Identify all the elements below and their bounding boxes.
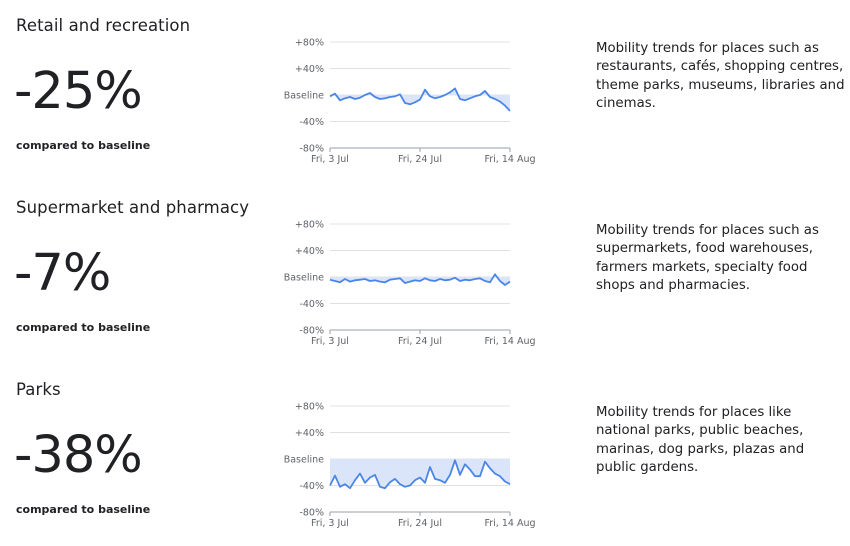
trend-chart: +80% +40% Baseline -40% -80%Fri, 3 Jul Fri, 2… xyxy=(284,220,536,348)
category-description: Mobility trends for places like national… xyxy=(596,405,805,475)
trend-chart: +80% +40% Baseline -40% -80%Fri, 3 Jul Fri, 2… xyxy=(284,38,536,166)
category-description: Mobility trends for places such as resta… xyxy=(596,41,845,111)
y-tick-label: -40% xyxy=(299,117,324,128)
x-tick-label: Fri, 14 Aug xyxy=(484,336,535,347)
section-parks: Parks -38% compared to baseline +80% +40%… xyxy=(0,364,850,546)
y-tick-label: Baseline xyxy=(284,91,324,102)
y-tick-label: -40% xyxy=(299,481,324,492)
trend-chart: +80% +40% Baseline -40% -80%Fri, 3 Jul Fri, 2… xyxy=(284,402,536,530)
y-tick-label: +40% xyxy=(295,246,324,257)
x-tick-label: Fri, 24 Jul xyxy=(398,154,442,165)
y-tick-label: Baseline xyxy=(284,455,324,466)
trend-line xyxy=(329,273,511,286)
x-tick-label: Fri, 3 Jul xyxy=(311,518,349,529)
y-tick-label: -80% xyxy=(299,144,324,155)
y-tick-label: +40% xyxy=(295,64,324,75)
x-tick-label: Fri, 3 Jul xyxy=(311,336,349,347)
trend-line xyxy=(329,87,511,112)
x-tick-label: Fri, 24 Jul xyxy=(398,336,442,347)
x-tick-label: Fri, 14 Aug xyxy=(484,518,535,529)
area-fill xyxy=(330,459,510,489)
area-fill xyxy=(330,274,510,285)
category-title: Parks xyxy=(16,380,61,399)
headline-value: -25% xyxy=(14,62,143,121)
headline-caption: compared to baseline xyxy=(16,503,151,516)
y-tick-label: +80% xyxy=(295,38,324,49)
y-tick-label: -80% xyxy=(299,326,324,337)
x-tick-label: Fri, 3 Jul xyxy=(311,154,349,165)
y-tick-label: +40% xyxy=(295,428,324,439)
section-retail: Retail and recreation -25% compared to b… xyxy=(0,0,850,182)
y-tick-label: +80% xyxy=(295,402,324,413)
y-tick-label: Baseline xyxy=(284,273,324,284)
category-description: Mobility trends for places such as super… xyxy=(596,223,819,293)
y-tick-label: -80% xyxy=(299,508,324,519)
headline-value: -7% xyxy=(14,244,111,303)
x-tick-label: Fri, 14 Aug xyxy=(484,154,535,165)
category-title: Supermarket and pharmacy xyxy=(16,198,250,217)
y-tick-label: +80% xyxy=(295,220,324,231)
headline-value: -38% xyxy=(14,426,143,485)
y-tick-label: -40% xyxy=(299,299,324,310)
category-title: Retail and recreation xyxy=(16,16,191,35)
headline-caption: compared to baseline xyxy=(16,321,151,334)
trend-line xyxy=(329,459,511,490)
section-supermarket: Supermarket and pharmacy -7% compared to… xyxy=(0,182,850,364)
x-tick-label: Fri, 24 Jul xyxy=(398,518,442,529)
headline-caption: compared to baseline xyxy=(16,139,151,152)
